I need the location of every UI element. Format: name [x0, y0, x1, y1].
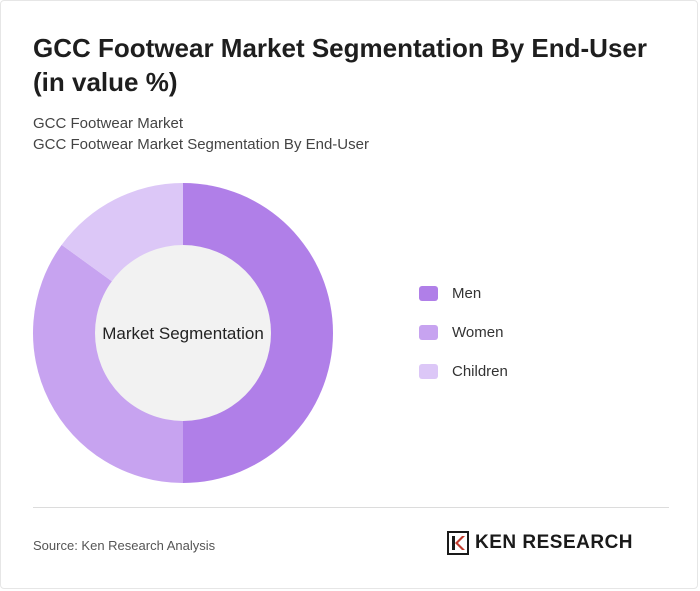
donut-center-label: Market Segmentation — [102, 324, 264, 343]
legend-item-men: Men — [419, 283, 508, 303]
footer-divider — [33, 507, 669, 508]
legend-swatch-children — [419, 363, 438, 379]
legend-label-men: Men — [452, 284, 482, 302]
donut-center — [95, 245, 271, 421]
chart-legend: Men Women Children — [419, 283, 508, 400]
donut-chart: Market Segmentation — [32, 183, 333, 483]
legend-label-women: Women — [452, 323, 504, 341]
legend-label-children: Children — [452, 362, 508, 380]
chart-subtitle-market: GCC Footwear Market — [33, 115, 184, 132]
ken-research-logo-text: KEN RESEARCH — [475, 532, 634, 553]
chart-title: GCC Footwear Market Segmentation By End-… — [33, 33, 647, 97]
source-note: Source: Ken Research Analysis — [33, 538, 216, 553]
legend-swatch-men — [419, 285, 438, 301]
ken-research-logo: KEN RESEARCH — [447, 531, 633, 555]
ken-research-k-logo-icon — [447, 531, 469, 555]
legend-item-children: Children — [419, 361, 508, 381]
legend-item-women: Women — [419, 322, 508, 342]
legend-swatch-women — [419, 324, 438, 340]
chart-subtitle-segmentation: GCC Footwear Market Segmentation By End-… — [33, 136, 369, 153]
